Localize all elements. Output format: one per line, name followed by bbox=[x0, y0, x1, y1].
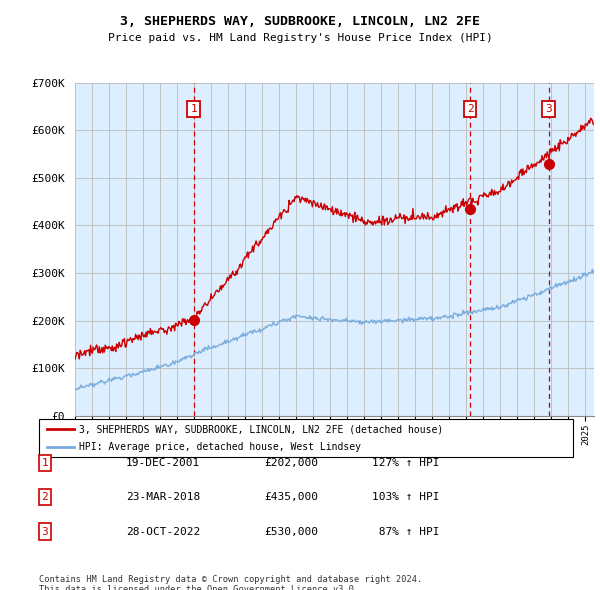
Text: HPI: Average price, detached house, West Lindsey: HPI: Average price, detached house, West… bbox=[79, 442, 361, 452]
Text: £530,000: £530,000 bbox=[264, 527, 318, 536]
Text: 87% ↑ HPI: 87% ↑ HPI bbox=[372, 527, 439, 536]
Text: £435,000: £435,000 bbox=[264, 493, 318, 502]
Text: 1: 1 bbox=[190, 104, 197, 114]
Text: 127% ↑ HPI: 127% ↑ HPI bbox=[372, 458, 439, 468]
Text: 103% ↑ HPI: 103% ↑ HPI bbox=[372, 493, 439, 502]
Text: 3: 3 bbox=[41, 527, 49, 536]
Text: Price paid vs. HM Land Registry's House Price Index (HPI): Price paid vs. HM Land Registry's House … bbox=[107, 33, 493, 43]
Text: 2: 2 bbox=[41, 493, 49, 502]
Text: 23-MAR-2018: 23-MAR-2018 bbox=[126, 493, 200, 502]
Text: £202,000: £202,000 bbox=[264, 458, 318, 468]
Text: 3, SHEPHERDS WAY, SUDBROOKE, LINCOLN, LN2 2FE (detached house): 3, SHEPHERDS WAY, SUDBROOKE, LINCOLN, LN… bbox=[79, 424, 443, 434]
Text: 3: 3 bbox=[545, 104, 552, 114]
Text: 28-OCT-2022: 28-OCT-2022 bbox=[126, 527, 200, 536]
Text: Contains HM Land Registry data © Crown copyright and database right 2024.
This d: Contains HM Land Registry data © Crown c… bbox=[39, 575, 422, 590]
Text: 19-DEC-2001: 19-DEC-2001 bbox=[126, 458, 200, 468]
Text: 3, SHEPHERDS WAY, SUDBROOKE, LINCOLN, LN2 2FE: 3, SHEPHERDS WAY, SUDBROOKE, LINCOLN, LN… bbox=[120, 15, 480, 28]
Text: 1: 1 bbox=[41, 458, 49, 468]
Text: 2: 2 bbox=[467, 104, 473, 114]
